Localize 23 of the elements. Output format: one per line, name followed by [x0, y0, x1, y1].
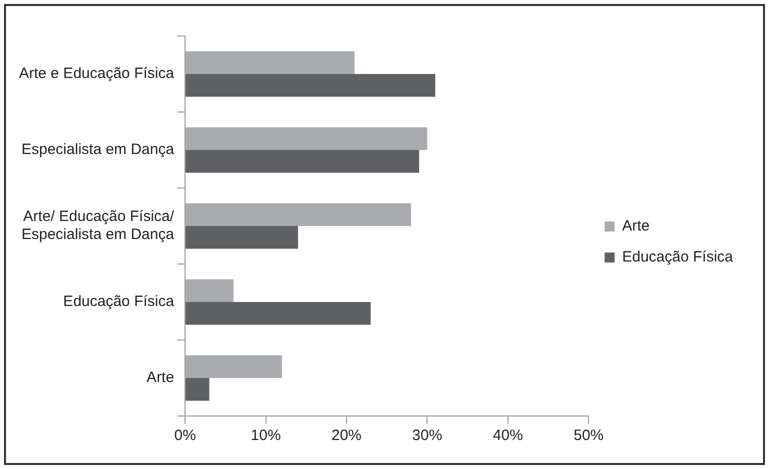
y-tick-label: Arte/ Educação Física/ Especialista em Dança — [22, 208, 175, 244]
bar — [186, 279, 234, 302]
y-tick-label: Especialista em Dança — [22, 141, 175, 158]
bar — [186, 226, 298, 249]
legend-label: Educação Física — [622, 248, 734, 266]
bar — [186, 378, 210, 401]
bar — [186, 51, 355, 74]
bar — [186, 355, 282, 378]
x-tick-label: 20% — [331, 427, 362, 444]
bar — [186, 302, 371, 325]
y-tick-label: Arte e Educação Física — [19, 65, 175, 82]
legend-label: Arte — [622, 218, 650, 235]
x-tick-label: 30% — [412, 427, 442, 444]
bar — [186, 150, 420, 173]
x-tick-label: 0% — [174, 427, 196, 444]
x-tick-label: 50% — [574, 427, 604, 444]
y-tick-label: Arte — [146, 369, 174, 386]
y-tick-label: Educação Física — [63, 293, 175, 310]
bar — [186, 203, 412, 226]
bar — [186, 74, 436, 97]
x-tick-label: 40% — [492, 427, 523, 444]
x-tick-label: 10% — [250, 427, 281, 444]
bar — [186, 127, 428, 150]
